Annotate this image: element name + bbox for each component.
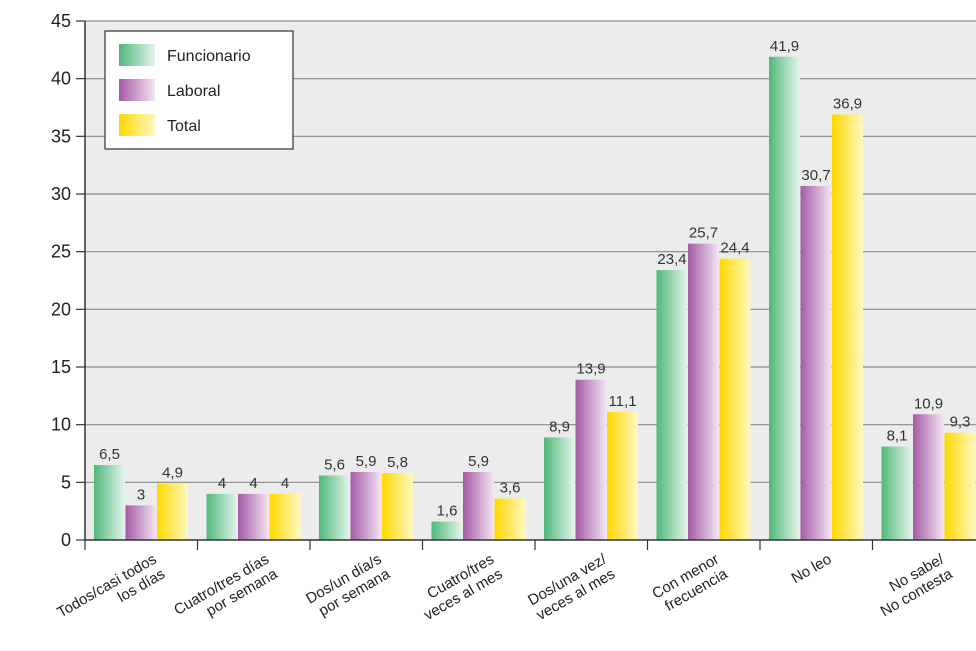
bar-laboral — [463, 471, 494, 540]
y-tick-label: 35 — [51, 126, 71, 146]
y-tick-label: 25 — [51, 242, 71, 262]
legend-swatch-laboral — [119, 79, 155, 101]
y-tick-label: 10 — [51, 415, 71, 435]
x-category-label: No sabe/No contesta — [878, 550, 956, 620]
bar-funcionario — [94, 465, 125, 540]
y-tick-label: 40 — [51, 69, 71, 89]
x-category-label-line: No leo — [788, 551, 834, 587]
y-tick-label: 20 — [51, 299, 71, 319]
data-label-total: 4 — [281, 475, 289, 492]
bar-total — [494, 498, 526, 540]
legend: Funcionario Laboral Total — [104, 30, 294, 150]
data-label-laboral: 3 — [137, 486, 145, 503]
data-label-funcionario: 4 — [218, 475, 226, 492]
bar-funcionario — [656, 270, 688, 540]
data-label-total: 5,8 — [387, 454, 408, 471]
data-label-funcionario: 23,4 — [657, 251, 686, 268]
bar-laboral — [913, 414, 944, 540]
bar-total — [719, 258, 751, 540]
bar-funcionario — [206, 493, 238, 540]
data-label-funcionario: 8,9 — [549, 418, 570, 435]
data-label-laboral: 5,9 — [356, 453, 377, 470]
data-label-total: 24,4 — [720, 240, 749, 257]
data-label-total: 4,9 — [162, 464, 183, 481]
x-category-label: No leo — [788, 551, 834, 587]
axes — [84, 21, 976, 550]
data-label-laboral: 30,7 — [801, 167, 830, 184]
data-label-laboral: 10,9 — [914, 395, 943, 412]
data-label-laboral: 13,9 — [576, 361, 605, 378]
legend-swatch-funcionario — [119, 44, 155, 66]
data-label-funcionario: 1,6 — [437, 503, 458, 520]
bar-laboral — [350, 471, 382, 540]
data-label-funcionario: 6,5 — [99, 446, 120, 463]
y-tick-label: 15 — [51, 357, 71, 377]
bar-total — [832, 114, 863, 541]
bar-total — [269, 493, 301, 540]
bar-funcionario — [769, 56, 800, 541]
bar-laboral — [575, 379, 607, 540]
data-label-laboral: 4 — [249, 475, 257, 492]
data-label-total: 3,6 — [500, 479, 521, 496]
bar-funcionario — [431, 521, 463, 540]
y-tick-label: 30 — [51, 184, 71, 204]
bar-laboral — [688, 243, 719, 541]
bar-laboral — [800, 185, 832, 540]
data-label-funcionario: 41,9 — [770, 38, 799, 55]
data-label-total: 36,9 — [833, 95, 862, 112]
bar-total — [157, 483, 188, 540]
bar-laboral — [238, 493, 269, 540]
bars — [94, 56, 976, 541]
data-label-funcionario: 8,1 — [887, 428, 908, 445]
data-label-laboral: 5,9 — [468, 453, 489, 470]
legend-label-funcionario: Funcionario — [167, 48, 251, 65]
y-tick-label: 45 — [51, 11, 71, 31]
bar-total — [607, 411, 638, 540]
data-label-total: 11,1 — [608, 393, 636, 410]
data-label-total: 9,3 — [950, 414, 971, 431]
bar-total — [944, 432, 976, 540]
y-tick-label: 5 — [61, 472, 71, 492]
bar-total — [382, 473, 413, 540]
data-label-funcionario: 5,6 — [324, 456, 345, 473]
data-label-laboral: 25,7 — [689, 225, 718, 242]
bar-funcionario — [881, 446, 913, 540]
legend-swatch-total — [119, 114, 155, 136]
legend-label-total: Total — [167, 118, 201, 135]
x-category-label: Dos/una vez/veces al mes — [525, 550, 618, 624]
bar-funcionario — [544, 437, 575, 540]
bar-laboral — [125, 505, 157, 540]
y-axis-ticks: 0 5 10 15 20 25 30 35 40 45 — [51, 11, 85, 550]
data-labels: 6,5 3 4,9 4 4 4 5,6 5,9 5,8 1,6 5,9 3,6 8,9 13,911,1 2… — [99, 38, 970, 520]
y-tick-label: 0 — [61, 530, 71, 550]
bar-funcionario — [319, 475, 350, 540]
legend-label-laboral: Laboral — [167, 83, 220, 100]
